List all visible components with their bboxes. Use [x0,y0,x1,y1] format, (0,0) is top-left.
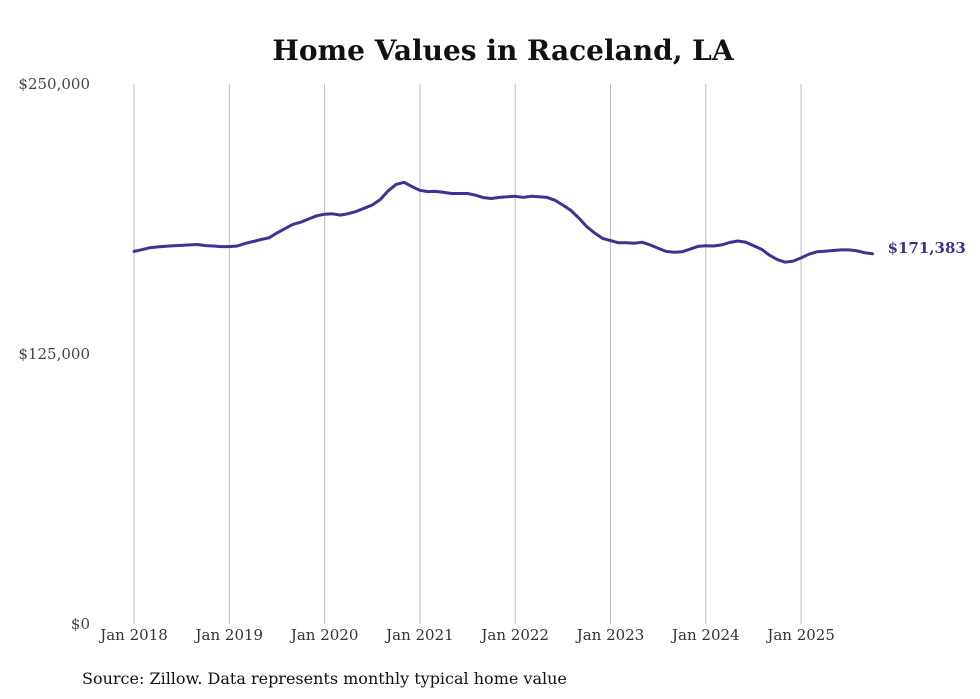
x-tick-label: Jan 2018 [98,626,168,644]
x-tick-label: Jan 2025 [765,626,835,644]
x-tick-label: Jan 2021 [384,626,454,644]
y-tick-label: $250,000 [18,75,90,93]
x-tick-label: Jan 2023 [575,626,645,644]
series-layer [132,180,875,264]
chart-title: Home Values in Raceland, LA [272,34,734,67]
x-tick-label: Jan 2019 [194,626,264,644]
vertical-gridlines [133,84,802,624]
x-axis-tick-labels: Jan 2018 Jan 2019 Jan 2020 Jan 2021 Jan 2022… [98,626,835,644]
x-tick-label: Jan 2020 [289,626,359,644]
x-tick-label: Jan 2022 [479,626,549,644]
y-tick-label: $0 [71,615,90,633]
y-tick-label: $125,000 [18,345,90,363]
y-axis-tick-labels: $0 $125,000 $250,000 [18,75,90,633]
series-line-0 [132,180,875,264]
source-note: Source: Zillow. Data represents monthly … [82,669,567,688]
x-tick-label: Jan 2024 [670,626,740,644]
end-value-label: $171,383 [888,239,966,257]
